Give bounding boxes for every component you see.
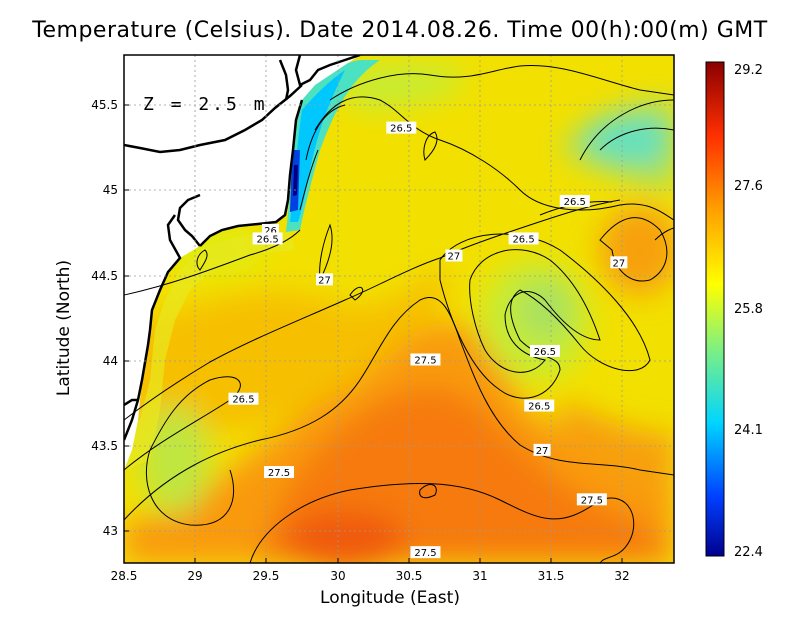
colorbar-tick-label: 25.8 xyxy=(734,302,763,317)
colorbar-tick-label: 22.4 xyxy=(734,545,763,560)
contour-label-bg xyxy=(386,121,417,134)
y-tick-label: 45 xyxy=(103,183,118,197)
y-axis-label: Latitude (North) xyxy=(54,259,74,397)
contour-label-bg xyxy=(576,493,607,506)
x-tick-label: 28.5 xyxy=(111,569,138,583)
contour-label-bg xyxy=(228,392,259,405)
x-tick-label: 29.5 xyxy=(253,569,280,583)
colorbar: 29.2 27.6 25.8 24.1 22.4 xyxy=(705,61,763,560)
depth-label: Z = 2.5 m xyxy=(143,94,268,115)
contour-label-bg xyxy=(533,443,551,456)
contour-label-bg xyxy=(316,273,334,286)
x-axis: 28.5 29 29.5 30 30.5 31 31.5 32 xyxy=(111,558,630,583)
contour-label: 27.5 xyxy=(581,495,603,506)
contour-labels: 26.52626.526.526.527272726.527.526.526.5… xyxy=(228,121,628,559)
contour-label: 26.5 xyxy=(390,124,412,135)
x-axis-label: Longitude (East) xyxy=(320,588,460,608)
y-tick-label: 44.5 xyxy=(91,269,118,283)
temperature-field xyxy=(124,55,674,563)
contour-label-bg xyxy=(610,256,628,269)
contour-label: 26 xyxy=(264,226,277,237)
contour-label: 26.5 xyxy=(232,395,254,406)
colorbar-gradient xyxy=(705,61,725,557)
y-tick-label: 43 xyxy=(103,524,118,538)
y-axis: 45.5 45 44.5 44 43.5 43 xyxy=(91,98,129,538)
colorbar-tick-label: 29.2 xyxy=(734,63,763,78)
contour-label: 27.5 xyxy=(268,468,290,479)
contour-label-bg xyxy=(252,232,283,245)
y-tick-label: 45.5 xyxy=(91,98,118,112)
x-tick-label: 32 xyxy=(614,569,629,583)
x-tick-label: 29 xyxy=(187,569,202,583)
gridlines xyxy=(124,55,674,563)
map-title: Temperature (Celsius). Date 2014.08.26. … xyxy=(32,18,768,43)
contour-label-bg xyxy=(524,399,555,412)
contour-label: 27.5 xyxy=(414,356,436,367)
contour-label: 26.5 xyxy=(564,197,586,208)
contour-label: 27.5 xyxy=(414,548,436,559)
contour-label: 27 xyxy=(448,251,461,262)
colorbar-tick-label: 27.6 xyxy=(734,179,763,194)
contour-label-bg xyxy=(445,249,463,262)
contour-label-bg xyxy=(410,546,441,559)
contour-label-bg xyxy=(529,344,560,357)
contour-label: 27 xyxy=(536,446,549,457)
colorbar-tick-label: 24.1 xyxy=(734,423,763,438)
coastline xyxy=(124,55,361,441)
y-tick-label: 43.5 xyxy=(91,439,118,453)
contour-label-bg xyxy=(559,194,590,207)
contour-label: 26.5 xyxy=(528,402,550,413)
x-tick-label: 31 xyxy=(472,569,487,583)
y-tick-label: 44 xyxy=(103,354,118,368)
land-mask xyxy=(124,55,360,470)
x-tick-label: 30.5 xyxy=(396,569,423,583)
x-tick-label: 31.5 xyxy=(538,569,565,583)
contour-label-bg xyxy=(263,466,294,479)
contour-label: 26.5 xyxy=(256,234,278,245)
contour-label: 26.5 xyxy=(534,347,556,358)
contour-label: 27 xyxy=(612,258,625,269)
isotherm-contours xyxy=(124,64,674,563)
contour-label-bg xyxy=(508,232,539,245)
contour-label-bg xyxy=(410,353,441,366)
x-tick-label: 30 xyxy=(330,569,345,583)
contour-label: 27 xyxy=(318,275,331,286)
contour-label: 26.5 xyxy=(512,234,534,245)
plot-frame xyxy=(123,54,675,564)
